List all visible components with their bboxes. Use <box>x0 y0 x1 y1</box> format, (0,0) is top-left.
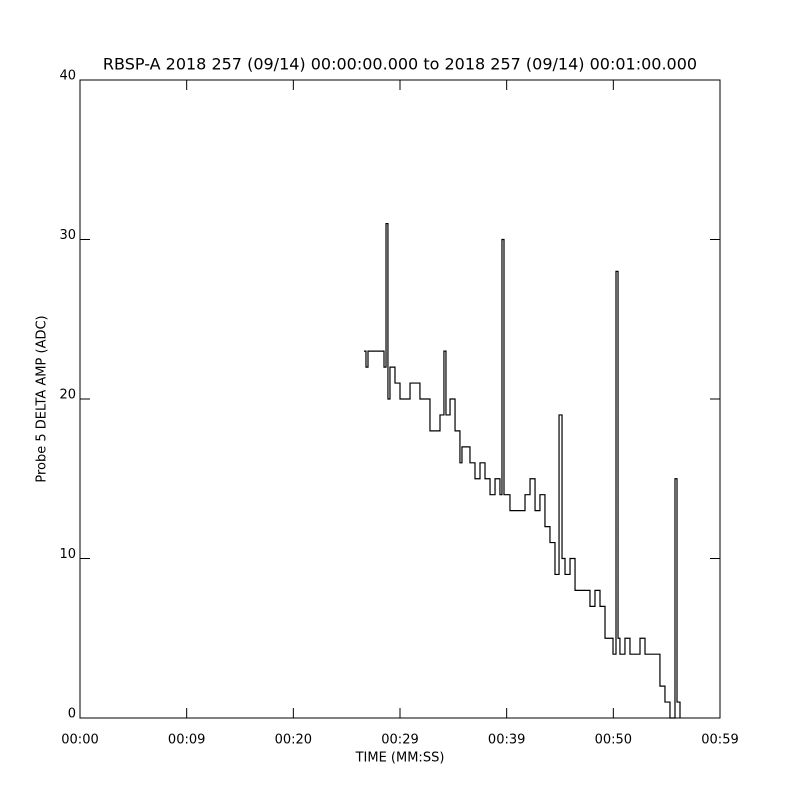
x-tick-label: 00:20 <box>275 733 312 748</box>
y-tick-label: 0 <box>68 707 76 722</box>
x-tick-label: 00:39 <box>488 733 525 748</box>
data-line <box>363 222 681 719</box>
chart-title: RBSP-A 2018 257 (09/14) 00:00:00.000 to … <box>103 55 697 74</box>
x-tick-label: 00:00 <box>61 733 98 748</box>
x-tick-label: 00:29 <box>381 733 418 748</box>
y-tick-label: 40 <box>59 69 76 84</box>
x-tick-label: 00:59 <box>701 733 738 748</box>
y-tick-label: 20 <box>59 388 76 403</box>
y-axis-label: Probe 5 DELTA AMP (ADC) <box>35 315 50 482</box>
x-axis-label: TIME (MM:SS) <box>355 751 445 766</box>
x-tick-label: 00:09 <box>168 733 205 748</box>
x-tick-label: 00:50 <box>595 733 632 748</box>
y-tick-label: 10 <box>59 547 76 562</box>
y-tick-label: 30 <box>59 228 76 243</box>
